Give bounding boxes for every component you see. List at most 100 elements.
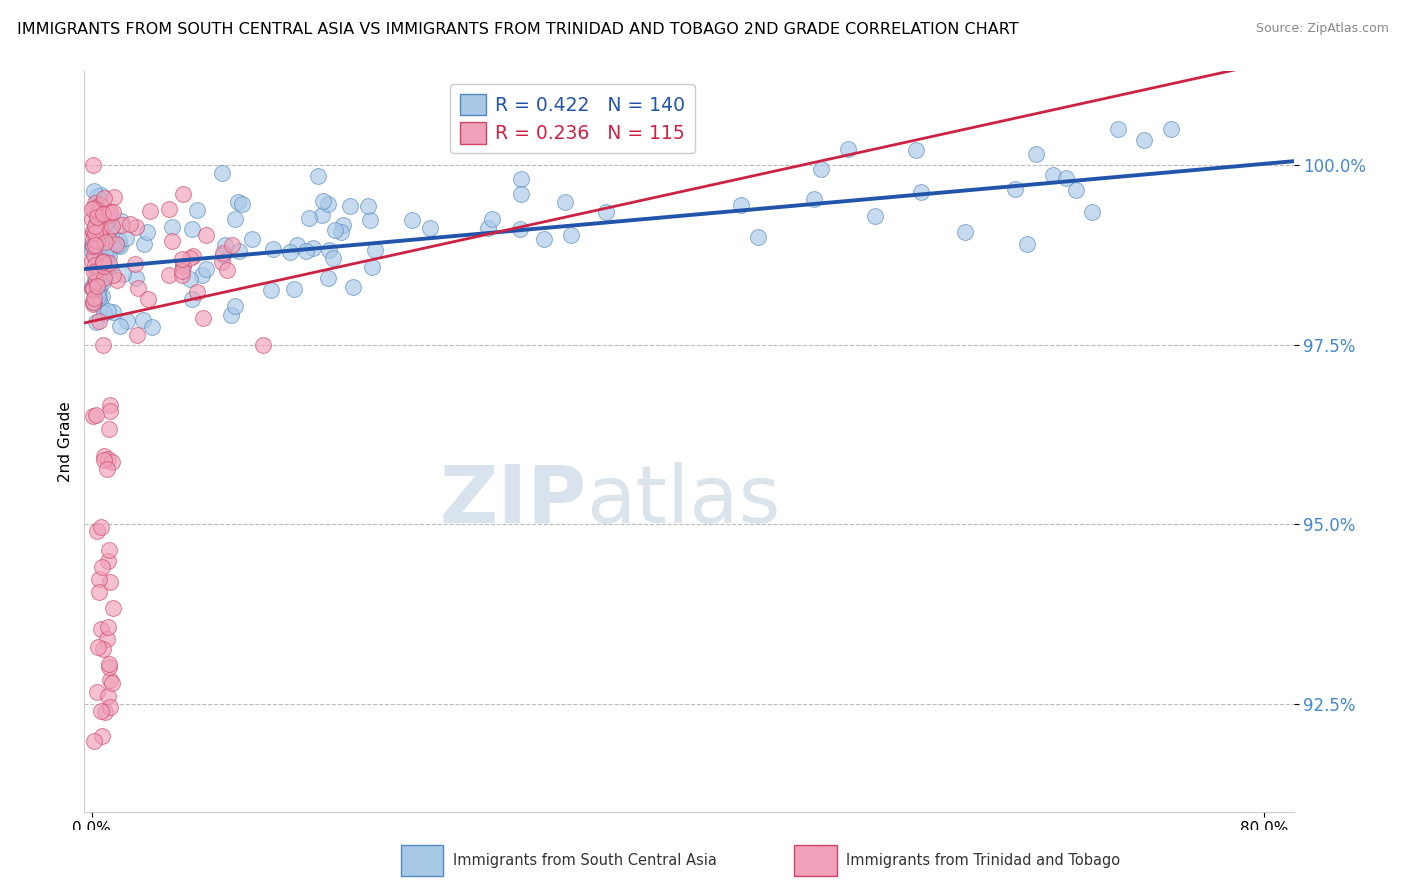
Point (84, 315, 107, 329)
Point (83, 265, 105, 279)
Point (82, 237, 104, 252)
Point (224, 212, 246, 227)
Point (172, 260, 194, 274)
Point (97, 249, 120, 263)
Point (329, 225, 352, 239)
Point (224, 299, 246, 313)
Point (80, 202, 103, 216)
Point (115, 314, 138, 328)
Point (910, 185, 932, 199)
Point (89, 221, 111, 235)
Point (127, 281, 149, 295)
Point (212, 248, 235, 262)
Point (94, 705, 117, 719)
Point (87, 211, 110, 225)
Point (98, 398, 121, 412)
Point (91, 254, 114, 268)
Point (89, 198, 111, 212)
Point (252, 337, 274, 351)
Point (93, 450, 115, 464)
Point (194, 227, 217, 242)
Point (364, 244, 387, 258)
Point (125, 270, 148, 285)
Point (107, 238, 129, 252)
Point (90, 560, 112, 574)
Point (312, 194, 335, 209)
Point (93, 270, 115, 285)
Point (82, 212, 104, 227)
Point (90, 519, 112, 533)
Point (80, 281, 103, 295)
Point (87, 203, 110, 218)
Point (87, 289, 110, 303)
Point (953, 225, 976, 239)
Point (93, 269, 115, 284)
Point (86, 210, 108, 224)
Point (97, 554, 120, 568)
Point (477, 220, 499, 235)
Point (262, 242, 284, 256)
Point (91, 337, 114, 351)
Point (89, 245, 111, 260)
Text: Immigrants from South Central Asia: Immigrants from South Central Asia (453, 854, 717, 868)
Point (87, 207, 110, 221)
Point (86, 204, 108, 219)
Point (240, 232, 263, 246)
Point (84, 227, 107, 241)
Point (89, 280, 111, 294)
Point (97, 542, 120, 557)
Text: IMMIGRANTS FROM SOUTH CENTRAL ASIA VS IMMIGRANTS FROM TRINIDAD AND TOBAGO 2ND GR: IMMIGRANTS FROM SOUTH CENTRAL ASIA VS IM… (17, 22, 1018, 37)
Point (837, 142, 859, 156)
Point (112, 267, 135, 281)
Point (86, 223, 108, 237)
Point (82, 295, 104, 310)
Point (89, 276, 111, 290)
Point (157, 268, 180, 283)
Point (170, 264, 193, 278)
Point (98, 657, 121, 671)
Point (108, 238, 131, 252)
Point (82, 409, 104, 423)
Point (533, 232, 555, 246)
Point (1017, 236, 1039, 251)
Point (98, 659, 121, 673)
Point (107, 273, 129, 287)
Point (136, 225, 159, 239)
Point (172, 186, 194, 201)
Point (86, 524, 108, 539)
Point (260, 283, 283, 297)
FancyBboxPatch shape (401, 846, 443, 876)
Point (134, 236, 156, 251)
Point (231, 197, 253, 211)
Point (172, 259, 194, 273)
Point (86, 260, 108, 275)
Point (316, 196, 339, 211)
Point (747, 229, 769, 244)
Point (191, 268, 214, 283)
Point (105, 237, 128, 252)
Point (87, 640, 110, 654)
Point (87, 284, 110, 298)
Point (90, 622, 112, 636)
Point (219, 308, 242, 322)
Point (83, 291, 105, 305)
Point (560, 227, 582, 242)
Point (86, 684, 108, 698)
Point (93, 453, 115, 467)
Point (212, 245, 235, 260)
Point (87, 263, 110, 277)
Point (311, 208, 333, 222)
Point (98, 422, 121, 436)
Point (111, 218, 134, 232)
Point (91, 254, 114, 268)
Point (82, 282, 104, 296)
Point (91, 207, 114, 221)
Point (83, 238, 105, 252)
Point (82, 280, 104, 294)
Point (89, 264, 111, 278)
Point (86, 189, 108, 203)
Point (307, 169, 329, 183)
Point (136, 293, 159, 307)
Point (278, 244, 301, 259)
Point (84, 274, 107, 288)
